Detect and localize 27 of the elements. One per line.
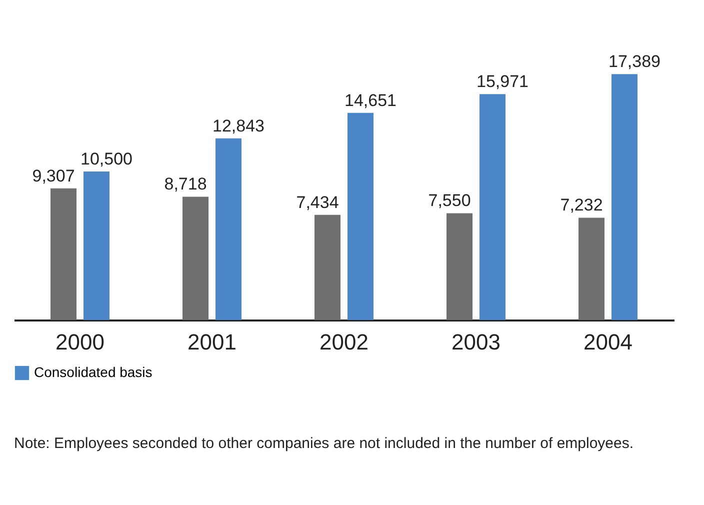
- x-tick-label: 2003: [452, 330, 500, 354]
- x-tick-label: 2000: [56, 330, 104, 354]
- data-label: 7,550: [428, 191, 471, 210]
- bar: [216, 138, 242, 320]
- bar: [480, 94, 506, 320]
- bar: [446, 213, 472, 320]
- legend-label: Consolidated basis: [34, 364, 152, 380]
- x-tick-label: 2001: [188, 330, 236, 354]
- data-label: 9,307: [32, 166, 75, 186]
- data-label: 7,434: [296, 192, 339, 212]
- bar: [50, 188, 76, 320]
- data-label: 14,651: [344, 90, 396, 110]
- data-label: 17,389: [608, 52, 660, 72]
- data-label: 8,718: [164, 174, 207, 194]
- bar: [314, 214, 340, 320]
- bar: [84, 172, 110, 320]
- data-label: 10,500: [80, 150, 132, 169]
- data-label: 12,843: [212, 116, 264, 136]
- bar: [182, 196, 208, 320]
- x-tick-label: 2002: [320, 330, 368, 354]
- bar: [578, 218, 604, 320]
- data-label: 15,971: [476, 72, 528, 92]
- data-label: 7,232: [560, 196, 603, 215]
- bar: [348, 112, 374, 320]
- bar: [612, 74, 638, 320]
- x-tick-label: 2004: [584, 330, 632, 354]
- text: Note: Employees seconded to other companies are not included in the number of employees.: [14, 435, 634, 452]
